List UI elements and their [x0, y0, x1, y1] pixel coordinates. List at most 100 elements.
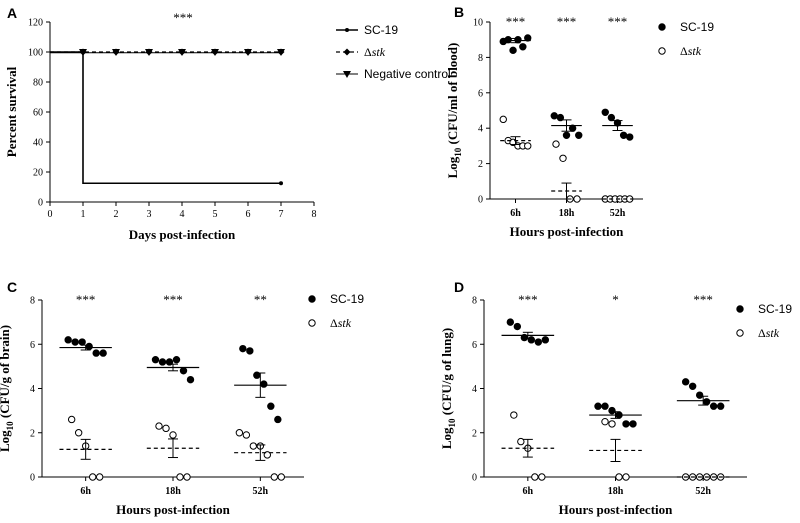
data-point-stk: [169, 431, 177, 439]
data-point-sc19: [608, 406, 616, 415]
significance-marker: ***: [76, 292, 96, 307]
data-point-sc19: [504, 36, 512, 44]
data-point-sc19: [709, 402, 718, 410]
data-point-sc19: [274, 415, 282, 424]
y-tick-label: 8: [30, 296, 35, 307]
y-tick-label: 60: [33, 108, 43, 119]
y-tick-label: 80: [33, 78, 43, 89]
data-point-stk: [601, 417, 609, 426]
data-point-sc19: [594, 402, 602, 410]
x-axis-title: Hours post-infection: [116, 502, 231, 517]
y-tick-label: 100: [28, 48, 43, 59]
significance-marker: *: [612, 292, 619, 307]
significance-marker: ***: [163, 292, 183, 307]
y-tick-label: 0: [478, 195, 483, 206]
data-point-sc19: [506, 318, 515, 326]
x-tick-label: 18h: [608, 486, 624, 497]
x-tick-label: 1: [81, 209, 86, 220]
legend-label: Δstk: [364, 45, 386, 59]
data-point-sc19: [601, 108, 609, 116]
data-point-negative-control: [145, 49, 153, 56]
data-point-stk: [270, 473, 279, 481]
data-point-sc19: [688, 382, 697, 390]
y-axis-title-log: Log: [0, 430, 12, 452]
y-tick-label: 40: [33, 138, 43, 149]
data-point-sc19: [165, 358, 174, 366]
legend-marker-stk: [736, 329, 744, 337]
data-point-sc19: [246, 347, 254, 355]
data-point-stk: [263, 451, 272, 459]
x-axis-title: Days post-infection: [129, 227, 236, 242]
data-point-sc19: [279, 181, 283, 186]
y-axis-title-unit: (CFU/g of brain): [0, 325, 12, 421]
x-tick-label: 8: [312, 209, 317, 220]
y-tick-label: 20: [33, 168, 43, 179]
x-tick-label: 2: [114, 209, 119, 220]
legend-label-gene: stk: [766, 326, 780, 340]
data-point-stk: [510, 411, 518, 419]
legend-label-gene: stk: [338, 316, 352, 330]
data-point-negative-control: [178, 49, 186, 56]
data-point-sc19: [158, 358, 167, 366]
y-axis-title-subscript: 10: [453, 147, 463, 157]
data-point-stk: [615, 473, 623, 481]
significance-marker: ***: [518, 292, 538, 307]
y-tick-label: 6: [30, 340, 35, 351]
x-axis-title: Hours post-infection: [559, 502, 674, 517]
y-tick-label: 4: [478, 124, 483, 135]
y-tick-label: 4: [30, 384, 35, 395]
data-point-stk: [242, 431, 251, 439]
legend-marker-sc19: [658, 23, 666, 31]
y-tick-label: 2: [30, 428, 35, 439]
y-tick-label: 8: [478, 53, 483, 64]
y-axis-title: Percent survival: [4, 66, 19, 157]
data-point-stk: [524, 142, 532, 150]
y-tick-label: 0: [472, 473, 477, 484]
data-point-sc19: [64, 336, 72, 344]
panel-c-brain-chart: C 0 2 4 6 8 6h *** 18h *** 52h ** Hours post-infecti…: [0, 279, 364, 517]
y-tick-label: 6: [472, 340, 477, 351]
data-point-stk: [88, 473, 97, 481]
legend-label: SC-19: [364, 23, 398, 37]
series-line-sc19: [50, 51, 281, 185]
data-point-sc19: [556, 113, 565, 122]
x-tick-label: 18h: [559, 208, 575, 219]
y-tick-label: 4: [472, 384, 477, 395]
panel-letter-d: D: [454, 279, 464, 295]
legend-label: SC-19: [680, 20, 714, 34]
y-axis-title: Log10 (CFU/g of lung): [439, 328, 457, 449]
legend-label-gene: stk: [688, 44, 702, 58]
x-tick-label: 52h: [610, 208, 626, 219]
data-point-sc19: [267, 402, 275, 410]
y-axis-title-unit: (CFU/g of lung): [439, 328, 454, 419]
data-point-sc19: [71, 338, 79, 346]
data-point-stk: [499, 115, 507, 124]
legend-label-delta: Δ: [364, 45, 372, 59]
significance-marker: ***: [608, 14, 628, 29]
legend-label: Δstk: [330, 316, 352, 330]
data-point-negative-control: [79, 49, 87, 56]
data-point-sc19: [85, 342, 93, 351]
data-point-sc19: [695, 391, 704, 399]
data-point-stk: [552, 140, 560, 148]
data-point-sc19: [534, 338, 543, 346]
data-point-stk: [162, 424, 170, 433]
legend-marker-stk: [308, 319, 316, 327]
data-point-stk: [95, 473, 104, 481]
data-point-stk: [559, 154, 567, 162]
data-point-stk: [183, 473, 191, 481]
x-tick-label: 6h: [523, 486, 534, 497]
legend-marker-stk: [658, 47, 666, 55]
data-point-sc19: [151, 356, 160, 364]
legend-label-delta: Δ: [330, 316, 338, 330]
data-point-negative-control: [244, 49, 252, 56]
data-point-sc19: [601, 402, 609, 410]
legend-label: Negative control: [364, 67, 451, 81]
significance-marker: ***: [693, 292, 713, 307]
data-point-sc19: [541, 336, 550, 344]
data-point-stk: [608, 420, 616, 428]
x-tick-label: 5: [213, 209, 218, 220]
significance-marker: **: [254, 292, 267, 307]
legend-label: Δstk: [758, 326, 780, 340]
data-point-sc19: [509, 46, 517, 55]
